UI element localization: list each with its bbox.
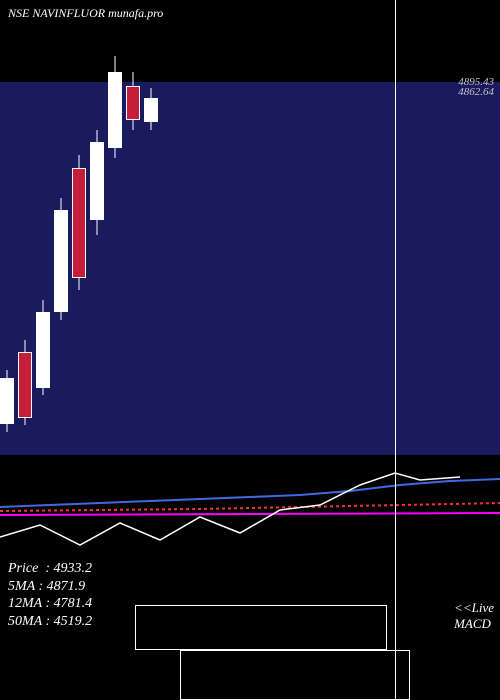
candle: [36, 0, 50, 455]
cursor-line: [395, 0, 396, 700]
price-axis-label: 4862.64: [458, 86, 494, 98]
info-12ma-label: 12MA: [8, 596, 42, 611]
candlestick-chart: [0, 0, 500, 455]
chart-title: NSE NAVINFLUOR munafa.pro: [8, 6, 163, 21]
macd-box: [135, 605, 387, 650]
candle: [108, 0, 122, 455]
ma-line: [0, 479, 500, 507]
candle: [0, 0, 14, 455]
info-price-row: Price : 4933.2: [8, 560, 92, 578]
macd-label: <<Live MACD: [454, 600, 494, 632]
info-5ma-label: 5MA: [8, 579, 35, 594]
candle: [144, 0, 158, 455]
price-info-box: Price : 4933.2 5MA : 4871.9 12MA : 4781.…: [8, 560, 92, 630]
info-50ma-row: 50MA : 4519.2: [8, 613, 92, 631]
macd-text: MACD: [454, 616, 494, 632]
moving-average-panel: [0, 455, 500, 555]
info-50ma-value: 4519.2: [54, 614, 93, 629]
macd-live-text: <<Live: [454, 600, 494, 616]
candle: [18, 0, 32, 455]
info-price-value: 4933.2: [54, 561, 93, 576]
macd-box: [180, 650, 410, 700]
info-12ma-row: 12MA : 4781.4: [8, 595, 92, 613]
info-12ma-value: 4781.4: [54, 596, 93, 611]
candle: [90, 0, 104, 455]
info-5ma-row: 5MA : 4871.9: [8, 578, 92, 596]
candle: [54, 0, 68, 455]
ma-line: [0, 513, 500, 515]
info-5ma-value: 4871.9: [47, 579, 86, 594]
info-price-label: Price: [8, 561, 38, 576]
info-50ma-label: 50MA: [8, 614, 42, 629]
candle: [72, 0, 86, 455]
candle: [126, 0, 140, 455]
